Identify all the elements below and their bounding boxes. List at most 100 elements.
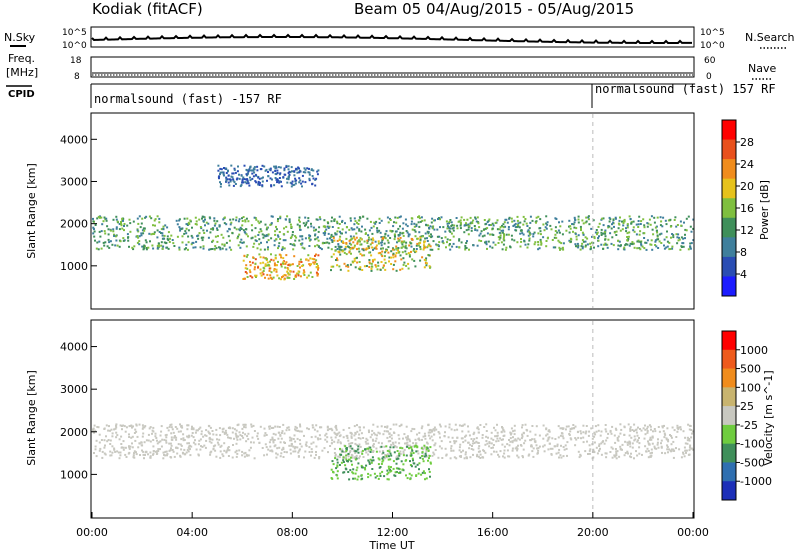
heatmap-cell	[598, 235, 600, 238]
heatmap-cell	[244, 219, 247, 222]
heatmap-cell	[128, 451, 131, 454]
heatmap-cell	[225, 223, 228, 226]
heatmap-cell	[364, 448, 366, 451]
heatmap-cell	[637, 239, 640, 242]
heatmap-cell	[407, 438, 410, 441]
heatmap-cell	[690, 447, 693, 450]
heatmap-cell	[628, 244, 631, 247]
heatmap-cell	[354, 450, 357, 453]
heatmap-cell	[346, 245, 349, 248]
heatmap-cell	[478, 226, 481, 229]
heatmap-cell	[277, 218, 279, 220]
heatmap-cell	[249, 275, 252, 278]
heatmap-cell	[431, 430, 433, 433]
heatmap-cell	[238, 233, 241, 236]
heatmap-cell	[291, 180, 294, 183]
heatmap-cell	[160, 425, 163, 428]
heatmap-cell	[254, 258, 257, 261]
heatmap-cell	[452, 242, 455, 245]
heatmap-cell	[244, 433, 247, 436]
heatmap-cell	[607, 238, 610, 241]
heatmap-cell	[290, 235, 293, 238]
heatmap-cell	[173, 245, 176, 247]
heatmap-cell	[124, 446, 127, 449]
heatmap-cell	[337, 243, 340, 246]
heatmap-cell	[221, 171, 224, 174]
heatmap-cell	[316, 173, 319, 176]
heatmap-cell	[685, 449, 688, 452]
velocity-colorbar-swatch	[722, 443, 736, 463]
heatmap-cell	[558, 448, 561, 451]
heatmap-cell	[421, 219, 424, 222]
heatmap-cell	[433, 433, 435, 436]
heatmap-cell	[623, 220, 626, 223]
heatmap-cell	[650, 428, 652, 431]
heatmap-cell	[162, 228, 165, 231]
heatmap-cell	[528, 453, 531, 456]
heatmap-cell	[615, 454, 618, 457]
heatmap-cell	[270, 427, 273, 429]
heatmap-cell	[242, 436, 245, 439]
heatmap-cell	[521, 232, 524, 235]
heatmap-cell	[212, 227, 215, 230]
heatmap-cell	[330, 436, 333, 439]
velocity-colorbar-tick-label: 25	[740, 400, 754, 413]
heatmap-cell	[605, 452, 608, 455]
heatmap-cell	[204, 224, 206, 227]
heatmap-cell	[430, 236, 433, 239]
heatmap-cell	[562, 455, 565, 458]
heatmap-cell	[176, 427, 179, 430]
heatmap-cell	[224, 429, 227, 432]
heatmap-cell	[286, 267, 289, 269]
heatmap-cell	[665, 236, 668, 239]
heatmap-cell	[625, 230, 628, 233]
heatmap-cell	[502, 455, 504, 458]
heatmap-cell	[195, 240, 198, 243]
heatmap-cell	[424, 237, 427, 240]
heatmap-cell	[158, 221, 161, 224]
heatmap-cell	[349, 263, 352, 266]
heatmap-cell	[160, 232, 162, 234]
heatmap-cell	[310, 436, 313, 439]
heatmap-cell	[651, 248, 654, 251]
heatmap-cell	[383, 445, 386, 448]
heatmap-cell	[115, 218, 118, 221]
heatmap-cell	[370, 254, 373, 257]
heatmap-cell	[527, 229, 530, 232]
heatmap-cell	[550, 453, 553, 456]
heatmap-cell	[163, 453, 165, 456]
heatmap-cell	[377, 463, 380, 466]
heatmap-cell	[223, 449, 226, 452]
heatmap-cell	[392, 256, 395, 259]
heatmap-cell	[294, 177, 297, 180]
heatmap-cell	[689, 245, 692, 248]
heatmap-cell	[115, 424, 117, 427]
heatmap-cell	[276, 274, 279, 277]
heatmap-cell	[403, 261, 406, 264]
heatmap-cell	[296, 446, 299, 449]
heatmap-cell	[684, 237, 686, 240]
heatmap-cell	[473, 431, 476, 434]
heatmap-cell	[504, 248, 507, 251]
heatmap-cell	[287, 175, 290, 178]
heatmap-cell	[338, 239, 341, 241]
heatmap-cell	[138, 442, 141, 445]
heatmap-cell	[551, 437, 554, 440]
freq-label-line1: Freq.	[8, 52, 35, 65]
heatmap-cell	[476, 455, 478, 458]
heatmap-cell	[439, 218, 441, 221]
heatmap-cell	[521, 433, 524, 436]
heatmap-cell	[274, 233, 277, 236]
heatmap-cell	[187, 446, 190, 449]
heatmap-cell	[459, 224, 462, 227]
heatmap-cell	[280, 437, 283, 440]
heatmap-cell	[646, 430, 649, 432]
heatmap-cell	[305, 444, 308, 447]
heatmap-cell	[197, 443, 200, 446]
heatmap-cell	[262, 176, 264, 179]
heatmap-cell	[514, 222, 517, 225]
heatmap-cell	[633, 423, 636, 426]
heatmap-cell	[165, 433, 168, 436]
heatmap-cell	[95, 247, 98, 250]
heatmap-cell	[397, 467, 400, 470]
